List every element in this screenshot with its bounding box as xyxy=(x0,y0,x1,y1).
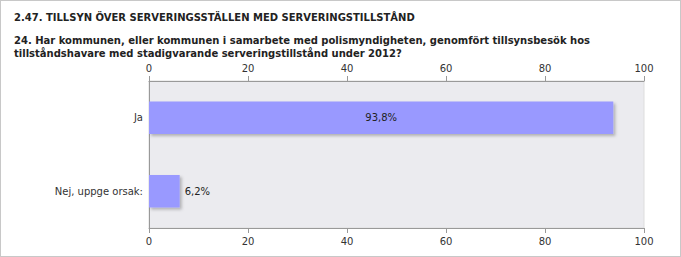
svg-text:80: 80 xyxy=(539,63,552,74)
svg-text:40: 40 xyxy=(341,236,354,247)
svg-text:2.47. TILLSYN ÖVER SERVERINGSS: 2.47. TILLSYN ÖVER SERVERINGSSTÄLLEN MED… xyxy=(14,10,415,23)
svg-text:100: 100 xyxy=(634,236,653,247)
svg-text:60: 60 xyxy=(440,236,453,247)
svg-text:80: 80 xyxy=(539,236,552,247)
svg-text:0: 0 xyxy=(146,236,152,247)
svg-text:93,8%: 93,8% xyxy=(365,112,397,123)
svg-text:24. Har kommunen, eller kommun: 24. Har kommunen, eller kommunen i samar… xyxy=(14,35,594,46)
svg-text:100: 100 xyxy=(634,63,653,74)
svg-text:6,2%: 6,2% xyxy=(185,186,210,197)
svg-text:Nej, uppge orsak:: Nej, uppge orsak: xyxy=(55,186,143,197)
svg-text:Ja: Ja xyxy=(133,112,143,123)
svg-text:20: 20 xyxy=(242,63,255,74)
svg-text:20: 20 xyxy=(242,236,255,247)
svg-text:0: 0 xyxy=(146,63,152,74)
svg-text:40: 40 xyxy=(341,63,354,74)
svg-text:tillståndshavare med stadigvar: tillståndshavare med stadigvarande serve… xyxy=(14,47,402,59)
svg-text:60: 60 xyxy=(440,63,453,74)
